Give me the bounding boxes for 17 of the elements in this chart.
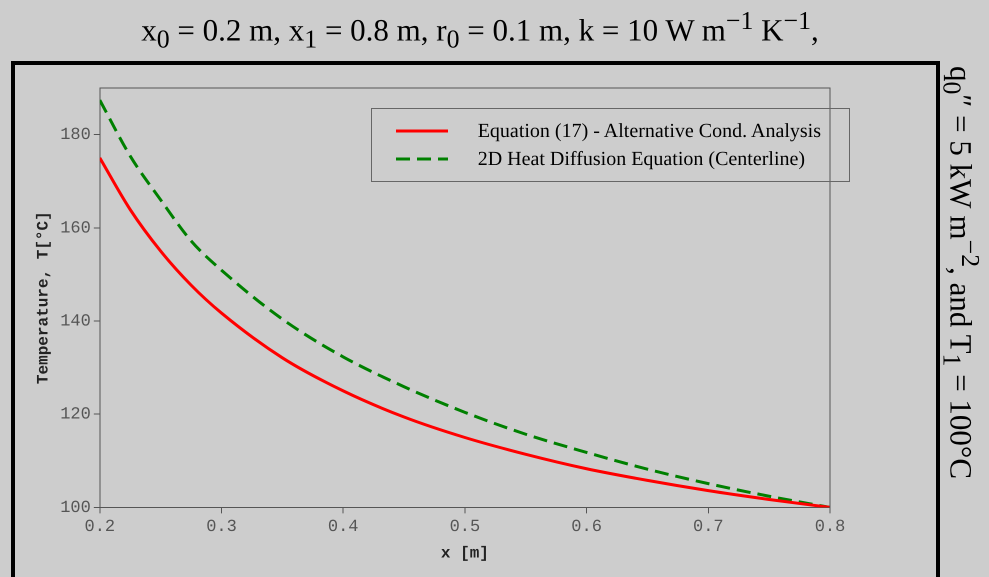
x-tick-label: 0.3	[206, 518, 237, 538]
y-tick-label: 100	[60, 498, 91, 518]
y-axis-title: Temperature, T[°C]	[34, 211, 53, 384]
x-tick-label: 0.5	[450, 518, 480, 538]
x-axis-title: x [m]	[440, 544, 489, 562]
y-tick-label: 140	[60, 312, 91, 332]
x-tick-label: 0.4	[328, 518, 359, 538]
y-tick-label: 180	[60, 126, 91, 146]
x-tick-label: 0.2	[84, 518, 116, 538]
y-tick-label: 160	[60, 219, 91, 238]
legend-label: 2D Heat Diffusion Equation (Centerline)	[478, 147, 806, 172]
x-tick-label: 0.6	[571, 518, 602, 538]
x-tick-label: 0.8	[814, 518, 846, 538]
chart-title: x$_{0}$ = 0.2 m, x$_{1}$ = 0.8 m, r$_{0}$ = 0.1 m, k = 10 W m$^{−1}$ K$^{−1}$,	[141, 6, 819, 54]
x-tick-label: 0.7	[692, 518, 724, 538]
y-tick-label: 120	[60, 406, 91, 425]
legend-label: Equation (17) - Alternative Cond. Analysis	[478, 119, 821, 144]
